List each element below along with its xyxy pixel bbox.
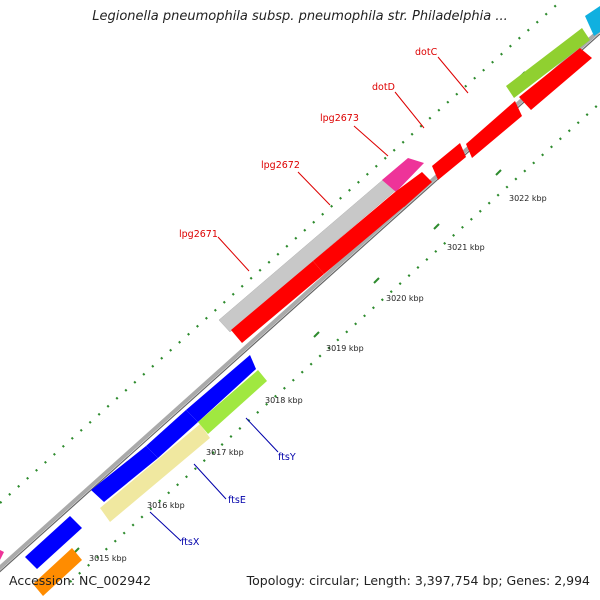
- gene-ftse-1[interactable]: [91, 446, 158, 502]
- gene-lpg2672[interactable]: [382, 158, 424, 192]
- label-ftsx: ftsX: [181, 537, 200, 548]
- leader-lpg2672: [297, 171, 331, 206]
- gene-orange-edge[interactable]: [33, 548, 82, 596]
- leader-dotc: [437, 56, 469, 94]
- gene-lpg2671[interactable]: [218, 177, 397, 333]
- lower-label-leaders: [149, 417, 279, 542]
- gene-ftsx-cream[interactable]: [100, 424, 210, 522]
- label-ftsy: ftsY: [278, 452, 296, 463]
- gene-upper-lime[interactable]: [506, 28, 590, 98]
- gene-dotc[interactable]: [466, 101, 522, 158]
- gene-upper-edge-blue[interactable]: [585, 6, 600, 36]
- map-title: Legionella pneumophila subsp. pneumophil…: [92, 9, 508, 24]
- tick-dots-lower: [69, 102, 600, 583]
- tick-label-3015: 3015 kbp: [89, 554, 127, 563]
- gene-ftse-3[interactable]: [186, 355, 256, 422]
- major-tick: [495, 169, 502, 176]
- tick-label-3017: 3017 kbp: [206, 448, 244, 457]
- label-lpg2673: lpg2673: [320, 113, 359, 124]
- label-dotd: dotD: [372, 82, 395, 93]
- middle-strand-genes: [231, 48, 592, 343]
- tick-label-3018: 3018 kbp: [265, 396, 303, 405]
- gene-ftse-2[interactable]: [146, 410, 198, 458]
- leader-lpg2673: [353, 125, 389, 157]
- major-tick: [373, 277, 380, 284]
- label-lpg2672: lpg2672: [261, 160, 300, 171]
- gene-lpg2673-part2[interactable]: [313, 192, 406, 274]
- gene-red-long[interactable]: [519, 48, 592, 110]
- tick-label-3016: 3016 kbp: [147, 501, 185, 510]
- gene-dotd[interactable]: [432, 143, 466, 180]
- leader-ftsy: [245, 417, 279, 453]
- topology-text: Topology: circular; Length: 3,397,754 bp…: [246, 573, 590, 588]
- major-tick: [313, 331, 320, 338]
- tick-label-3019: 3019 kbp: [326, 344, 364, 353]
- gene-ftsy-lime[interactable]: [198, 370, 267, 434]
- tick-label-3022: 3022 kbp: [509, 194, 547, 203]
- tick-label-3021: 3021 kbp: [447, 243, 485, 252]
- gene-ftsx-blue[interactable]: [25, 516, 82, 569]
- accession-text: Accession: NC_002942: [9, 573, 152, 588]
- tick-label-3020: 3020 kbp: [386, 294, 424, 303]
- gene-red-small[interactable]: [395, 172, 432, 207]
- upper-label-leaders: [217, 56, 469, 272]
- label-lpg2671: lpg2671: [179, 229, 218, 240]
- leader-ftse: [193, 463, 227, 500]
- label-ftse: ftsE: [228, 495, 246, 506]
- leader-ftsx: [149, 511, 182, 542]
- gene-lpg2673-part1[interactable]: [231, 261, 324, 343]
- upper-strand-genes: [218, 6, 600, 333]
- leader-dotd: [394, 91, 425, 129]
- lower-strand-genes: [0, 355, 267, 596]
- label-dotc: dotC: [415, 47, 438, 58]
- gene-left-edge-pink[interactable]: [0, 550, 4, 560]
- major-tick: [433, 223, 440, 230]
- leader-lpg2671: [217, 236, 250, 272]
